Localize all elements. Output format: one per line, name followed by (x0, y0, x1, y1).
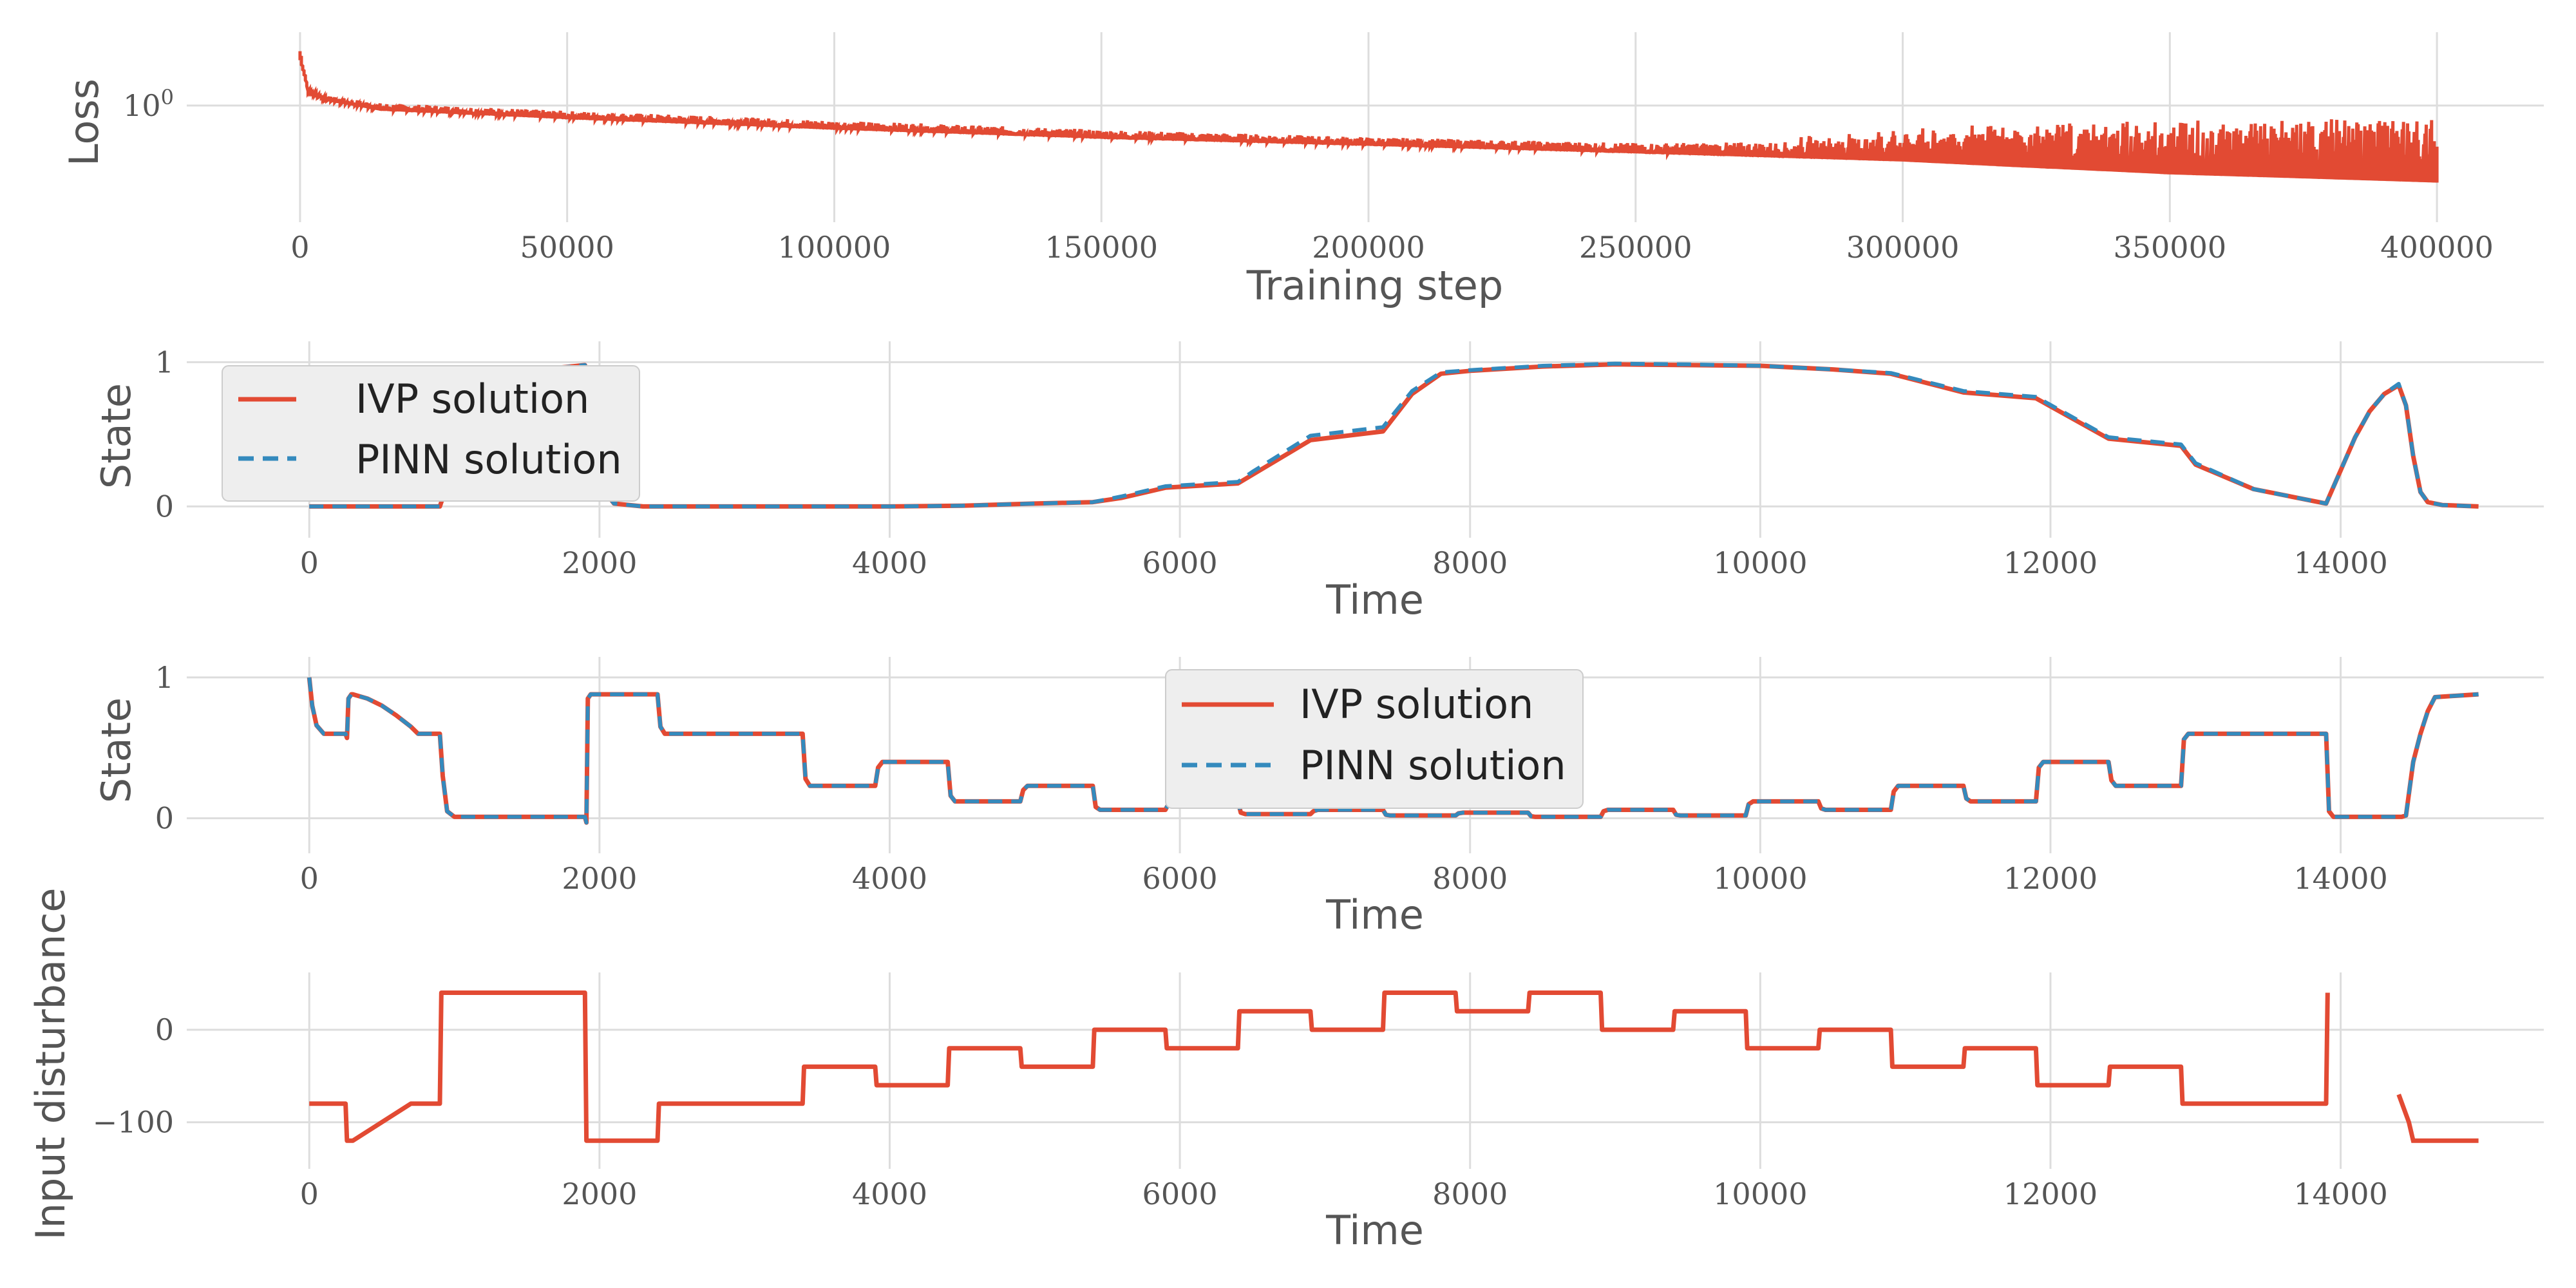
state2-plot (307, 677, 2479, 825)
ivp-solution-line (309, 990, 2330, 1143)
x-tick-label: 14000 (2293, 1177, 2387, 1211)
x-tick-label: 6000 (1142, 1177, 1218, 1211)
x-tick-label: 4000 (852, 1177, 927, 1211)
y-tick-label: 0 (155, 489, 174, 524)
loss-panel: 0 50000 100000 150000 200000 250000 300000 3500… (61, 32, 2544, 309)
x-tick-label: 200000 (1312, 230, 1425, 265)
disturbance-yticks: 0 −100 (93, 1012, 174, 1140)
state2-legend-pinn-label: PINN solution (1300, 742, 1566, 789)
x-tick-label: 2000 (562, 1177, 637, 1211)
x-tick-label: 0 (290, 230, 309, 265)
disturbance-xlabel: Time (1325, 1207, 1424, 1254)
state2-ylabel: State (93, 697, 140, 803)
y-tick-label: 0 (155, 801, 174, 836)
x-tick-label: 0 (300, 1177, 319, 1211)
y-tick-label: 100 (123, 85, 174, 123)
x-tick-label: 150000 (1045, 230, 1158, 265)
y-tick-label: 0 (155, 1012, 174, 1047)
x-tick-label: 250000 (1579, 230, 1692, 265)
loss-yticks: 100 (123, 85, 174, 123)
disturbance-tail-line (2396, 1094, 2479, 1143)
state1-legend-box (222, 365, 640, 502)
x-tick-label: 100000 (778, 230, 891, 265)
state2-legend-ivp-label: IVP solution (1300, 681, 1533, 728)
state1-legend-pinn-label: PINN solution (355, 436, 622, 483)
loss-xticks: 0 50000 100000 150000 200000 250000 300000 3500… (290, 230, 2494, 265)
state1-legend-ivp-label: IVP solution (355, 375, 589, 422)
disturbance-xticks: 0 2000 4000 6000 8000 10000 12000 14000 (300, 1177, 2388, 1211)
y-tick-label: 1 (155, 660, 174, 695)
x-tick-label: 10000 (1713, 1177, 1807, 1211)
x-tick-label: 300000 (1846, 230, 1960, 265)
x-tick-label: 8000 (1432, 861, 1508, 896)
x-tick-label: 10000 (1713, 545, 1807, 580)
loss-grid (187, 32, 2544, 222)
state2-legend: IVP solution PINN solution (1165, 669, 1584, 809)
disturbance-panel: 0 2000 4000 6000 8000 10000 12000 14000 0 −100 T… (27, 887, 2544, 1254)
x-tick-label: 8000 (1432, 1177, 1508, 1211)
x-tick-label: 350000 (2114, 230, 2227, 265)
disturbance-ylabel: Input disturbance (27, 887, 74, 1240)
x-tick-label: 4000 (852, 861, 927, 896)
x-tick-label: 50000 (520, 230, 614, 265)
state1-ylabel: State (93, 383, 140, 489)
state1-xlabel: Time (1325, 576, 1424, 623)
disturbance-grid (187, 972, 2544, 1169)
x-tick-label: 400000 (2380, 230, 2494, 265)
y-tick-label: 1 (155, 345, 174, 379)
x-tick-label: 0 (300, 861, 319, 896)
x-tick-label: 10000 (1713, 861, 1807, 896)
x-tick-label: 12000 (2003, 861, 2098, 896)
loss-xlabel: Training step (1246, 262, 1503, 309)
x-tick-label: 8000 (1432, 545, 1508, 580)
state2-xlabel: Time (1325, 891, 1424, 938)
y-tick-label: −100 (93, 1105, 174, 1140)
x-tick-label: 6000 (1142, 545, 1218, 580)
x-tick-label: 6000 (1142, 861, 1218, 896)
state1-xticks: 0 2000 4000 6000 8000 10000 12000 14000 (300, 545, 2388, 580)
pinn-solution-line (307, 677, 2479, 825)
disturbance-plot (309, 990, 2479, 1143)
state1-yticks: 01 (155, 345, 174, 524)
x-tick-label: 4000 (852, 545, 927, 580)
x-tick-label: 14000 (2293, 545, 2387, 580)
state-panel-2: 0 2000 4000 6000 8000 10000 12000 14000 01 Time… (93, 657, 2544, 938)
loss-ylabel: Loss (61, 79, 108, 166)
state1-legend: IVP solution PINN solution (222, 365, 640, 502)
x-tick-label: 12000 (2003, 545, 2098, 580)
loss-line (298, 51, 2439, 183)
x-tick-label: 14000 (2293, 861, 2387, 896)
x-tick-label: 2000 (562, 545, 637, 580)
x-tick-label: 2000 (562, 861, 637, 896)
x-tick-label: 0 (300, 545, 319, 580)
loss-plot (298, 51, 2439, 183)
state-panel-1: 0 2000 4000 6000 8000 10000 12000 14000 01 Time… (93, 341, 2544, 623)
x-tick-label: 12000 (2003, 1177, 2098, 1211)
state2-xticks: 0 2000 4000 6000 8000 10000 12000 14000 (300, 861, 2388, 896)
state2-yticks: 01 (155, 660, 174, 836)
